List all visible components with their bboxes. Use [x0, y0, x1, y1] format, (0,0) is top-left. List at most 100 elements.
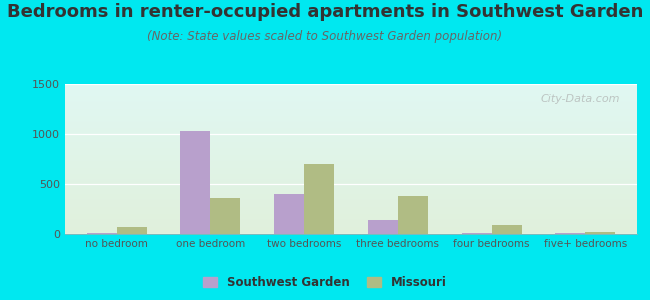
- Bar: [65, 126, 637, 127]
- Bar: [65, 108, 637, 109]
- Bar: [65, 199, 637, 200]
- Bar: [65, 214, 637, 215]
- Bar: [65, 110, 637, 111]
- Bar: [65, 99, 637, 100]
- Bar: [65, 86, 637, 87]
- Bar: [65, 132, 637, 133]
- Bar: [65, 194, 637, 195]
- Bar: [304, 164, 334, 234]
- Bar: [65, 133, 637, 134]
- Bar: [65, 146, 637, 147]
- Bar: [65, 155, 637, 156]
- Bar: [65, 215, 637, 216]
- Bar: [65, 154, 637, 155]
- Bar: [65, 180, 637, 181]
- Bar: [65, 204, 637, 205]
- Bar: [65, 160, 637, 161]
- Bar: [65, 179, 637, 180]
- Bar: [65, 171, 637, 172]
- Bar: [555, 233, 586, 234]
- Bar: [65, 222, 637, 223]
- Bar: [180, 131, 211, 234]
- Bar: [65, 190, 637, 191]
- Bar: [65, 181, 637, 182]
- Bar: [65, 175, 637, 176]
- Text: Bedrooms in renter-occupied apartments in Southwest Garden: Bedrooms in renter-occupied apartments i…: [6, 3, 644, 21]
- Bar: [65, 113, 637, 114]
- Bar: [65, 119, 637, 120]
- Bar: [65, 227, 637, 228]
- Bar: [86, 233, 116, 234]
- Bar: [65, 232, 637, 233]
- Bar: [65, 98, 637, 99]
- Bar: [65, 210, 637, 211]
- Bar: [65, 144, 637, 145]
- Bar: [65, 172, 637, 173]
- Bar: [65, 169, 637, 170]
- Bar: [65, 89, 637, 90]
- Bar: [65, 135, 637, 136]
- Bar: [65, 91, 637, 92]
- Bar: [65, 201, 637, 202]
- Bar: [65, 193, 637, 194]
- Bar: [398, 196, 428, 234]
- Bar: [491, 225, 522, 234]
- Bar: [65, 107, 637, 108]
- Bar: [65, 128, 637, 129]
- Bar: [65, 150, 637, 151]
- Bar: [65, 174, 637, 175]
- Bar: [65, 218, 637, 219]
- Bar: [65, 156, 637, 157]
- Bar: [65, 136, 637, 137]
- Bar: [65, 141, 637, 142]
- Bar: [65, 191, 637, 192]
- Bar: [65, 220, 637, 221]
- Bar: [65, 167, 637, 168]
- Bar: [65, 197, 637, 198]
- Bar: [65, 106, 637, 107]
- Bar: [65, 202, 637, 203]
- Bar: [65, 230, 637, 231]
- Bar: [65, 213, 637, 214]
- Bar: [65, 161, 637, 162]
- Bar: [65, 134, 637, 135]
- Bar: [65, 221, 637, 222]
- Bar: [65, 233, 637, 234]
- Bar: [65, 142, 637, 143]
- Bar: [65, 196, 637, 197]
- Bar: [65, 139, 637, 140]
- Bar: [65, 206, 637, 207]
- Bar: [65, 226, 637, 227]
- Bar: [65, 231, 637, 232]
- Bar: [65, 88, 637, 89]
- Bar: [65, 152, 637, 153]
- Bar: [65, 92, 637, 93]
- Bar: [65, 212, 637, 213]
- Bar: [586, 232, 616, 234]
- Bar: [65, 173, 637, 174]
- Bar: [65, 165, 637, 166]
- Bar: [462, 233, 491, 234]
- Bar: [65, 118, 637, 119]
- Bar: [65, 109, 637, 110]
- Bar: [274, 194, 304, 234]
- Bar: [65, 140, 637, 141]
- Bar: [65, 168, 637, 169]
- Bar: [65, 125, 637, 126]
- Bar: [65, 123, 637, 124]
- Bar: [65, 157, 637, 158]
- Bar: [65, 162, 637, 163]
- Bar: [65, 137, 637, 138]
- Bar: [211, 197, 240, 234]
- Bar: [65, 122, 637, 123]
- Bar: [65, 102, 637, 103]
- Bar: [65, 121, 637, 122]
- Bar: [65, 223, 637, 224]
- Bar: [65, 100, 637, 101]
- Bar: [65, 166, 637, 167]
- Bar: [65, 159, 637, 160]
- Bar: [65, 198, 637, 199]
- Bar: [65, 184, 637, 185]
- Bar: [65, 149, 637, 150]
- Bar: [65, 116, 637, 117]
